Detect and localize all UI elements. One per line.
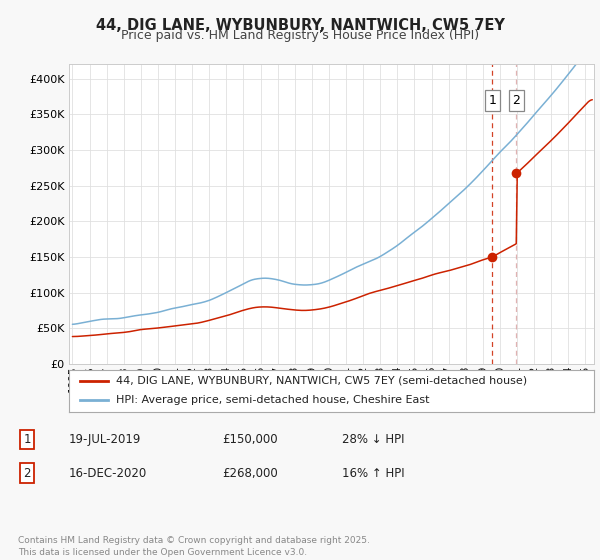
Text: 44, DIG LANE, WYBUNBURY, NANTWICH, CW5 7EY: 44, DIG LANE, WYBUNBURY, NANTWICH, CW5 7…	[95, 18, 505, 34]
Text: 1: 1	[23, 433, 31, 446]
Text: 28% ↓ HPI: 28% ↓ HPI	[342, 433, 404, 446]
Text: 2: 2	[23, 466, 31, 480]
Text: Price paid vs. HM Land Registry's House Price Index (HPI): Price paid vs. HM Land Registry's House …	[121, 29, 479, 42]
Text: 16-DEC-2020: 16-DEC-2020	[69, 466, 147, 480]
Text: Contains HM Land Registry data © Crown copyright and database right 2025.
This d: Contains HM Land Registry data © Crown c…	[18, 536, 370, 557]
Text: 2: 2	[512, 94, 520, 107]
Text: 16% ↑ HPI: 16% ↑ HPI	[342, 466, 404, 480]
Text: 44, DIG LANE, WYBUNBURY, NANTWICH, CW5 7EY (semi-detached house): 44, DIG LANE, WYBUNBURY, NANTWICH, CW5 7…	[116, 376, 527, 386]
Text: HPI: Average price, semi-detached house, Cheshire East: HPI: Average price, semi-detached house,…	[116, 395, 430, 405]
Text: £150,000: £150,000	[222, 433, 278, 446]
Text: 1: 1	[488, 94, 496, 107]
Text: £268,000: £268,000	[222, 466, 278, 480]
Text: 19-JUL-2019: 19-JUL-2019	[69, 433, 142, 446]
